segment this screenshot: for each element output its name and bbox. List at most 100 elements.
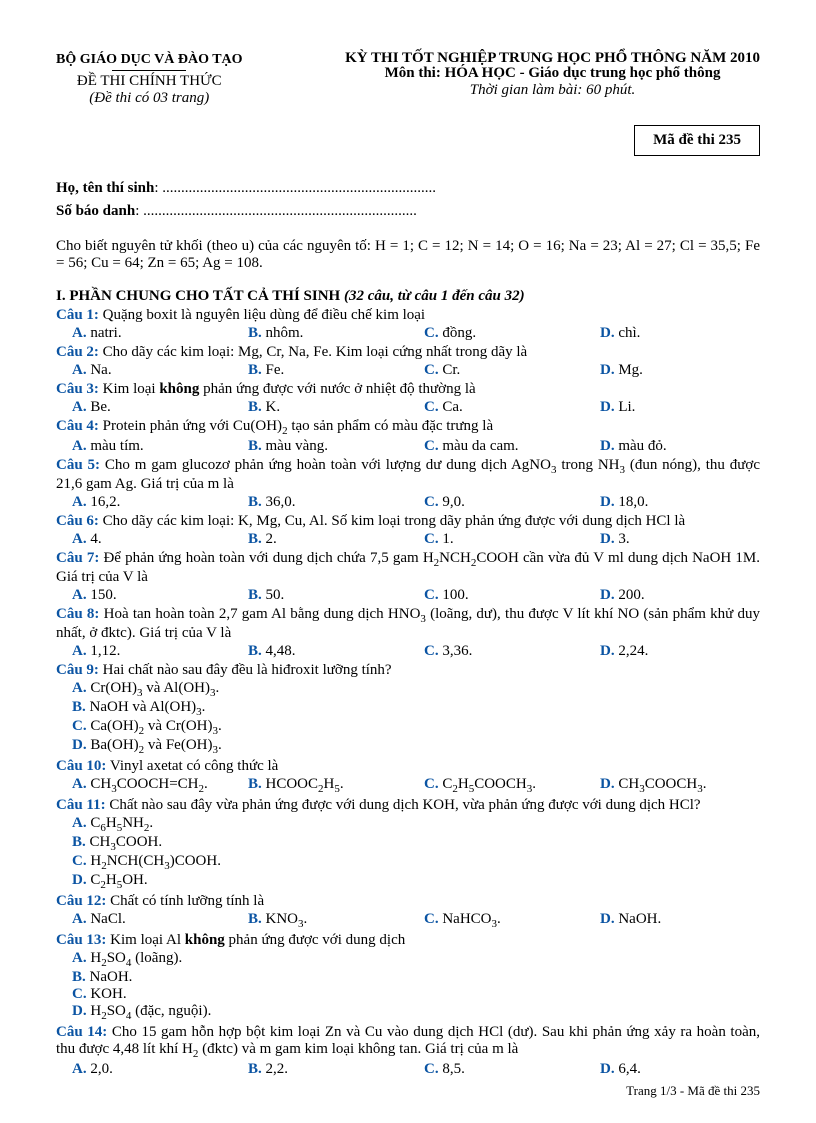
option: C. 3,36. bbox=[408, 643, 584, 660]
given-data: Cho biết nguyên tử khối (theo u) của các… bbox=[56, 238, 760, 272]
duration: Thời gian làm bài: 60 phút. bbox=[345, 82, 760, 99]
options-row: A. CH3COOCH=CH2.B. HCOOC2H5.C. C2H5COOCH… bbox=[56, 776, 760, 795]
question-text: Câu 2: Cho dãy các kim loại: Mg, Cr, Na,… bbox=[56, 344, 760, 361]
option: C. 9,0. bbox=[408, 494, 584, 511]
option: B. KNO3. bbox=[232, 911, 408, 930]
options-row: A. NaCl.B. KNO3.C. NaHCO3.D. NaOH. bbox=[56, 911, 760, 930]
option: A. natri. bbox=[56, 325, 232, 342]
option: B. 36,0. bbox=[232, 494, 408, 511]
question: Câu 1: Quặng boxit là nguyên liệu dùng đ… bbox=[56, 307, 760, 342]
options-row: A. 16,2.B. 36,0.C. 9,0.D. 18,0. bbox=[56, 494, 760, 511]
candidate-name-label: Họ, tên thí sinh bbox=[56, 180, 154, 196]
question: Câu 2: Cho dãy các kim loại: Mg, Cr, Na,… bbox=[56, 344, 760, 379]
section-note: (32 câu, từ câu 1 đến câu 32) bbox=[344, 288, 525, 304]
section-header: I. PHẦN CHUNG CHO TẤT CẢ THÍ SINH (32 câ… bbox=[56, 288, 760, 305]
option: A. H2SO4 (loãng). bbox=[56, 950, 424, 969]
option: B. HCOOC2H5. bbox=[232, 776, 408, 795]
question-text: Câu 7: Để phản ứng hoàn toàn với dung dị… bbox=[56, 550, 760, 586]
option: D. Ba(OH)2 và Fe(OH)3. bbox=[56, 737, 424, 756]
divider-left bbox=[112, 70, 186, 71]
candidate-name-field: Họ, tên thí sinh: ......................… bbox=[56, 180, 760, 197]
option: C. Ca. bbox=[408, 399, 584, 416]
option: B. 2,2. bbox=[232, 1061, 408, 1078]
question-text: Câu 14: Cho 15 gam hỗn hợp bột kim loại … bbox=[56, 1024, 760, 1060]
option: D. H2SO4 (đặc, nguội). bbox=[56, 1003, 424, 1022]
option: D. chì. bbox=[584, 325, 760, 342]
question: Câu 9: Hai chất nào sau đây đều là hiđro… bbox=[56, 662, 760, 756]
options-row: A. natri.B. nhôm.C. đồng.D. chì. bbox=[56, 325, 760, 342]
question: Câu 6: Cho dãy các kim loại: K, Mg, Cu, … bbox=[56, 513, 760, 548]
option: A. 2,0. bbox=[56, 1061, 232, 1078]
option: A. 4. bbox=[56, 531, 232, 548]
header-row: BỘ GIÁO DỤC VÀ ĐÀO TẠO ĐỀ THI CHÍNH THỨC… bbox=[56, 52, 760, 107]
page-footer: Trang 1/3 - Mã đề thi 235 bbox=[626, 1083, 760, 1099]
option: C. Cr. bbox=[408, 362, 584, 379]
options-row: A. H2SO4 (loãng).B. NaOH.C. KOH.D. H2SO4… bbox=[56, 950, 760, 1022]
question: Câu 12: Chất có tính lưỡng tính làA. NaC… bbox=[56, 893, 760, 930]
exam-code-box: Mã đề thi 235 bbox=[634, 125, 760, 156]
question: Câu 5: Cho m gam glucozơ phản ứng hoàn t… bbox=[56, 457, 760, 511]
option: D. 2,24. bbox=[584, 643, 760, 660]
option: B. 4,48. bbox=[232, 643, 408, 660]
ministry: BỘ GIÁO DỤC VÀ ĐÀO TẠO bbox=[56, 52, 243, 68]
option: A. Na. bbox=[56, 362, 232, 379]
questions-container: Câu 1: Quặng boxit là nguyên liệu dùng đ… bbox=[56, 307, 760, 1078]
option: C. Ca(OH)2 và Cr(OH)3. bbox=[56, 718, 424, 737]
options-row: A. C6H5NH2.B. CH3COOH.C. H2NCH(CH3)COOH.… bbox=[56, 815, 760, 891]
question-text: Câu 10: Vinyl axetat có công thức là bbox=[56, 758, 760, 775]
option: A. 150. bbox=[56, 587, 232, 604]
option: A. C6H5NH2. bbox=[56, 815, 424, 834]
question-text: Câu 11: Chất nào sau đây vừa phản ứng đư… bbox=[56, 797, 760, 814]
options-row: A. Cr(OH)3 và Al(OH)3.B. NaOH và Al(OH)3… bbox=[56, 680, 760, 756]
option: D. Mg. bbox=[584, 362, 760, 379]
pages-note: (Đề thi có 03 trang) bbox=[56, 90, 243, 107]
option: B. NaOH. bbox=[56, 969, 424, 986]
question-text: Câu 1: Quặng boxit là nguyên liệu dùng đ… bbox=[56, 307, 760, 324]
question-text: Câu 5: Cho m gam glucozơ phản ứng hoàn t… bbox=[56, 457, 760, 493]
option: A. 16,2. bbox=[56, 494, 232, 511]
section-title: I. PHẦN CHUNG CHO TẤT CẢ THÍ SINH bbox=[56, 288, 340, 304]
option: A. Be. bbox=[56, 399, 232, 416]
question: Câu 3: Kim loại không phản ứng được với … bbox=[56, 381, 760, 416]
option: B. CH3COOH. bbox=[56, 834, 424, 853]
option: A. 1,12. bbox=[56, 643, 232, 660]
option: C. 1. bbox=[408, 531, 584, 548]
question-text: Câu 8: Hoà tan hoàn toàn 2,7 gam Al bằng… bbox=[56, 606, 760, 642]
option: C. H2NCH(CH3)COOH. bbox=[56, 853, 424, 872]
option: A. NaCl. bbox=[56, 911, 232, 930]
option: D. Li. bbox=[584, 399, 760, 416]
option: B. 50. bbox=[232, 587, 408, 604]
option: D. màu đỏ. bbox=[584, 438, 760, 455]
option: B. 2. bbox=[232, 531, 408, 548]
question-text: Câu 12: Chất có tính lưỡng tính là bbox=[56, 893, 760, 910]
question: Câu 4: Protein phản ứng với Cu(OH)2 tạo … bbox=[56, 418, 760, 455]
option: C. KOH. bbox=[56, 986, 424, 1003]
question-text: Câu 3: Kim loại không phản ứng được với … bbox=[56, 381, 760, 398]
question: Câu 13: Kim loại Al không phản ứng được … bbox=[56, 932, 760, 1022]
option: D. 3. bbox=[584, 531, 760, 548]
question-text: Câu 13: Kim loại Al không phản ứng được … bbox=[56, 932, 760, 949]
question: Câu 8: Hoà tan hoàn toàn 2,7 gam Al bằng… bbox=[56, 606, 760, 660]
dots-1: : ......................................… bbox=[154, 180, 436, 196]
decree: ĐỀ THI CHÍNH THỨC bbox=[56, 73, 243, 90]
options-row: A. Be.B. K.C. Ca.D. Li. bbox=[56, 399, 760, 416]
question: Câu 10: Vinyl axetat có công thức làA. C… bbox=[56, 758, 760, 795]
question: Câu 7: Để phản ứng hoàn toàn với dung dị… bbox=[56, 550, 760, 604]
option: A. màu tím. bbox=[56, 438, 232, 455]
option: D. C2H5OH. bbox=[56, 872, 424, 891]
question-text: Câu 6: Cho dãy các kim loại: K, Mg, Cu, … bbox=[56, 513, 760, 530]
option: B. Fe. bbox=[232, 362, 408, 379]
option: B. màu vàng. bbox=[232, 438, 408, 455]
option: C. đồng. bbox=[408, 325, 584, 342]
options-row: A. Na.B. Fe.C. Cr.D. Mg. bbox=[56, 362, 760, 379]
options-row: A. 1,12.B. 4,48.C. 3,36.D. 2,24. bbox=[56, 643, 760, 660]
options-row: A. 150.B. 50.C. 100.D. 200. bbox=[56, 587, 760, 604]
header-left: BỘ GIÁO DỤC VÀ ĐÀO TẠO ĐỀ THI CHÍNH THỨC… bbox=[56, 52, 243, 107]
subject: Môn thi: HÓA HỌC - Giáo dục trung học ph… bbox=[345, 65, 760, 82]
option: A. Cr(OH)3 và Al(OH)3. bbox=[56, 680, 424, 699]
option: D. 6,4. bbox=[584, 1061, 760, 1078]
candidate-number-label: Số báo danh bbox=[56, 203, 135, 219]
option: C. màu da cam. bbox=[408, 438, 584, 455]
options-row: A. màu tím.B. màu vàng.C. màu da cam.D. … bbox=[56, 438, 760, 455]
dots-2: : ......................................… bbox=[135, 203, 417, 219]
